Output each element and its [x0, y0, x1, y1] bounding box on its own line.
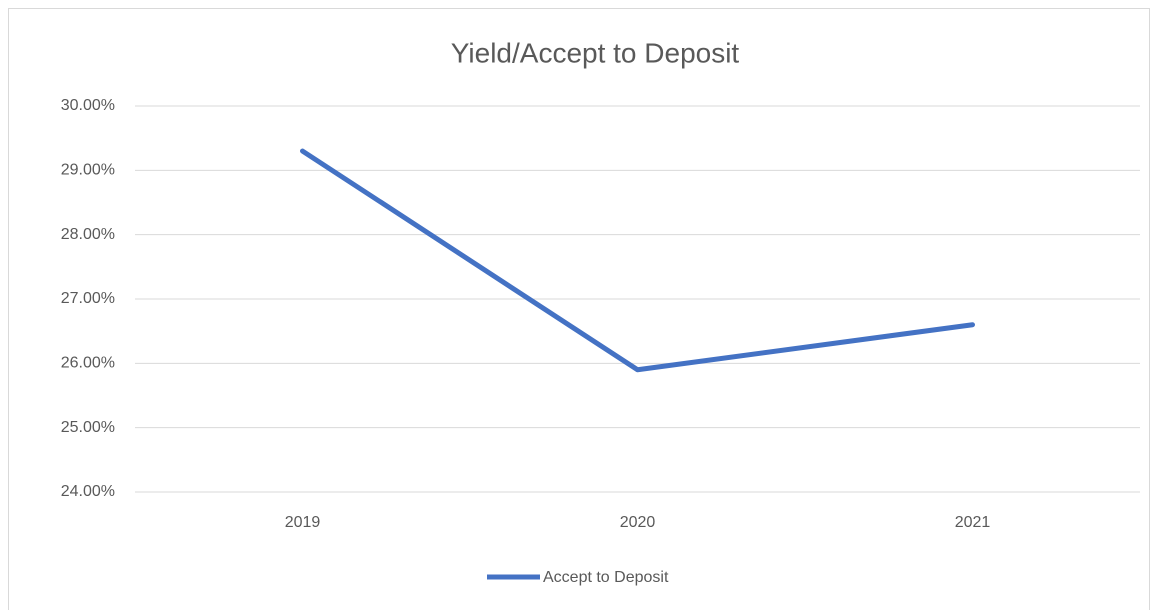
y-tick-label: 30.00%: [61, 97, 115, 114]
chart-border: [8, 8, 1150, 610]
x-tick-label: 2021: [955, 514, 991, 531]
y-tick-label: 24.00%: [61, 483, 115, 500]
y-tick-label: 25.00%: [61, 419, 115, 436]
y-tick-label: 27.00%: [61, 290, 115, 307]
y-tick-label: 26.00%: [61, 355, 115, 372]
legend-label: Accept to Deposit: [543, 569, 669, 586]
y-tick-label: 29.00%: [61, 162, 115, 179]
chart-title: Yield/Accept to Deposit: [451, 37, 740, 68]
x-tick-label: 2019: [285, 514, 321, 531]
line-series: [300, 148, 975, 373]
y-tick-label: 28.00%: [61, 226, 115, 243]
x-tick-label: 2020: [620, 514, 656, 531]
